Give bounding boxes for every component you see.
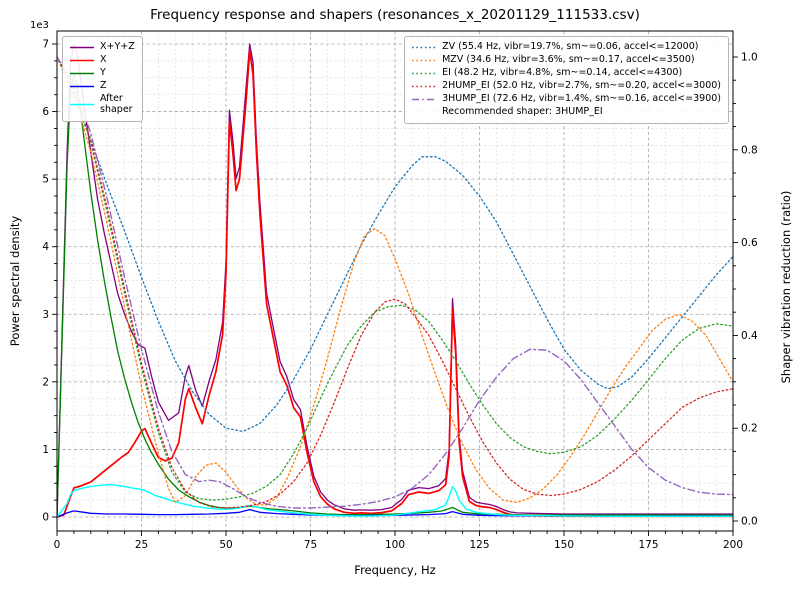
grid-major: [57, 31, 733, 531]
legend-line-sample: [412, 98, 437, 100]
legend-line-sample: [70, 103, 94, 106]
x-tick-label: 75: [304, 539, 317, 551]
legend-item-label: MZV (34.6 Hz, vibr=3.6%, sm~=0.17, accel…: [442, 53, 695, 65]
legend-item: ZV (55.4 Hz, vibr=19.7%, sm~=0.06, accel…: [411, 41, 721, 54]
series-EI: [57, 56, 733, 501]
legend-line-sample: [412, 72, 437, 75]
y-axis-label-left: Power spectral density: [8, 215, 22, 347]
y-left-tick-label: 3: [42, 309, 49, 321]
series-group: [57, 43, 733, 518]
legend-item-label: EI (48.2 Hz, vibr=4.8%, sm~=0.14, accel<…: [442, 66, 683, 78]
y-axis-offset-label: 1e3: [30, 20, 49, 31]
y-right-tick-label: 0.6: [741, 237, 758, 249]
legend-sample-spacer: [411, 107, 437, 118]
y-right-tick-label: 0.0: [741, 516, 758, 528]
series-X: [57, 49, 733, 518]
legend-line-sample: [70, 85, 94, 88]
legend-item: After shaper: [69, 93, 135, 117]
y-right-tick-label: 0.4: [741, 330, 758, 342]
y-axis-label-right: Shaper vibration reduction (ratio): [779, 190, 793, 384]
y-right-tick-label: 0.2: [741, 423, 758, 435]
legend-item-label: 3HUMP_EI (72.6 Hz, vibr=1.4%, sm~=0.16, …: [442, 92, 721, 104]
legend-item-label: 2HUMP_EI (52.0 Hz, vibr=2.7%, sm~=0.20, …: [442, 79, 721, 91]
x-tick-label: 200: [723, 539, 743, 551]
y-left-tick-label: 4: [42, 241, 49, 253]
legend-shapers: ZV (55.4 Hz, vibr=19.7%, sm~=0.06, accel…: [404, 36, 729, 124]
y-left-tick-label: 1: [42, 444, 49, 456]
y-right-tick-label: 1.0: [741, 52, 758, 64]
series-ZV: [57, 56, 733, 433]
legend-item: Y: [69, 67, 135, 80]
legend-item-label: X: [100, 53, 107, 65]
legend-line-sample: [412, 59, 437, 62]
y-left-tick-label: 2: [42, 376, 49, 388]
x-tick-label: 125: [469, 539, 489, 551]
legend-psd: X+Y+Z X Y Z After shaper: [62, 36, 143, 122]
legend-note: Recommended shaper: 3HUMP_EI: [411, 106, 721, 119]
legend-line-sample: [412, 46, 437, 49]
series-2HUMP_EI: [57, 56, 733, 509]
legend-item-label: Z: [100, 79, 107, 91]
y-left-tick-label: 6: [42, 106, 49, 118]
y-left-tick-label: 0: [42, 512, 49, 524]
x-tick-label: 150: [554, 539, 574, 551]
legend-note-label: Recommended shaper: 3HUMP_EI: [442, 105, 603, 117]
legend-item: EI (48.2 Hz, vibr=4.8%, sm~=0.14, accel<…: [411, 67, 721, 80]
tick-marks: [52, 43, 738, 536]
legend-line-sample: [70, 72, 94, 75]
y-right-tick-label: 0.8: [741, 144, 758, 156]
x-tick-label: 0: [54, 539, 61, 551]
legend-item: Z: [69, 80, 135, 93]
x-axis-label: Frequency, Hz: [354, 563, 436, 577]
x-tick-label: 175: [638, 539, 658, 551]
legend-item-label: After shaper: [100, 92, 133, 115]
x-tick-label: 100: [385, 539, 405, 551]
legend-item-label: ZV (55.4 Hz, vibr=19.7%, sm~=0.06, accel…: [442, 41, 699, 52]
y-left-tick-label: 7: [42, 39, 49, 51]
legend-item-label: Y: [100, 66, 106, 78]
series-Z: [57, 508, 733, 518]
legend-line-sample: [70, 59, 94, 62]
legend-item: 2HUMP_EI (52.0 Hz, vibr=2.7%, sm~=0.20, …: [411, 80, 721, 93]
series-After-shaper: [57, 483, 733, 518]
x-tick-label: 25: [135, 539, 148, 551]
legend-item: MZV (34.6 Hz, vibr=3.6%, sm~=0.17, accel…: [411, 54, 721, 67]
y-left-tick-label: 5: [42, 174, 49, 186]
legend-item: X+Y+Z: [69, 41, 135, 54]
legend-line-sample: [412, 85, 437, 88]
legend-item-label: X+Y+Z: [100, 41, 135, 52]
legend-line-sample: [70, 46, 94, 49]
x-tick-label: 50: [219, 539, 232, 551]
chart-title: Frequency response and shapers (resonanc…: [150, 7, 640, 23]
tick-labels: 0 25 50 75 100 125 150 175 200 0 1 2 3 4 5 6 7 0.0 0.2 0.4 0…: [42, 39, 758, 552]
series-3HUMP_EI: [57, 56, 733, 509]
legend-item: 3HUMP_EI (72.6 Hz, vibr=1.4%, sm~=0.16, …: [411, 93, 721, 106]
legend-item: X: [69, 54, 135, 67]
